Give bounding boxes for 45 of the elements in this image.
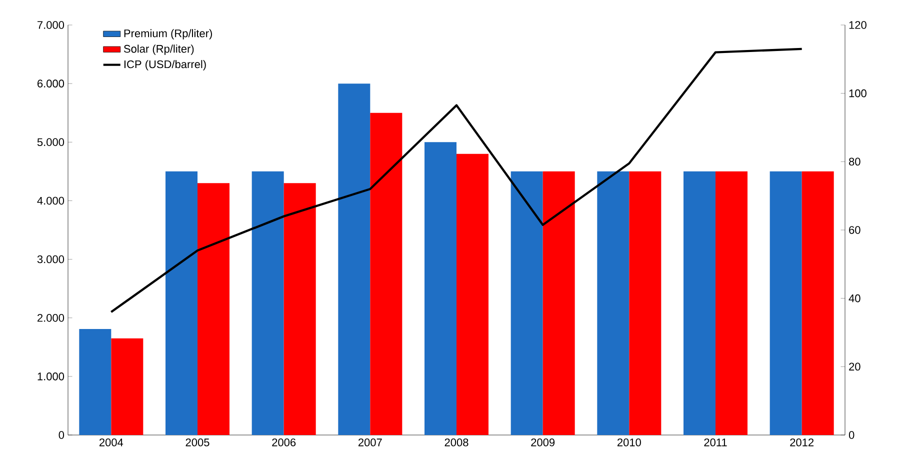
x-tick-label: 2011 (704, 438, 727, 446)
x-tick-label: 2009 (531, 438, 555, 446)
legend-label: ICP (USD/barrel) (124, 60, 206, 70)
y-tick-label: 7.000 (38, 21, 64, 29)
bar (370, 112, 402, 435)
bar (456, 154, 488, 435)
bar (597, 171, 630, 435)
x-tick-label: 2005 (186, 438, 210, 446)
y-tick-label: 6.000 (38, 80, 64, 88)
x-tick-label: 2006 (272, 438, 296, 446)
bar (684, 171, 716, 435)
bar (338, 84, 370, 435)
y2-tick-label: 20 (849, 362, 860, 371)
bar (252, 171, 284, 435)
bar (111, 338, 144, 435)
y2-tick-label: 40 (848, 294, 860, 302)
bar (166, 171, 198, 435)
x-tick-label: 2010 (617, 438, 641, 446)
x-tick-label: 2012 (790, 438, 814, 446)
bar (79, 328, 112, 435)
legend-label: Solar (Rp/liter) (124, 44, 194, 55)
y-tick-label: 1.000 (38, 372, 64, 380)
x-tick-label: 2007 (358, 438, 382, 446)
y-tick-label: 2.000 (38, 314, 64, 322)
bar (802, 171, 834, 435)
y2-tick-label: 100 (849, 89, 866, 98)
y-tick-label: 5.000 (37, 138, 64, 146)
y2-tick-label: 80 (849, 158, 860, 166)
y-tick-label: 4.000 (37, 196, 64, 205)
y2-tick-label: 0 (848, 431, 854, 439)
bar (716, 171, 748, 435)
bar (198, 183, 230, 435)
bar (284, 183, 316, 435)
legend-label: Premium (Rp/liter) (124, 29, 212, 40)
bar (629, 171, 662, 435)
y-tick-label: 0 (58, 431, 64, 439)
x-tick-label: 2004 (99, 438, 124, 446)
y2-tick-label: 60 (849, 226, 860, 234)
bar (542, 171, 575, 435)
bar (770, 171, 802, 435)
y2-tick-label: 120 (849, 21, 866, 29)
x-tick-label: 2008 (444, 438, 468, 446)
bar (424, 142, 456, 435)
y-tick-label: 3.000 (37, 255, 64, 264)
bar (510, 171, 543, 435)
